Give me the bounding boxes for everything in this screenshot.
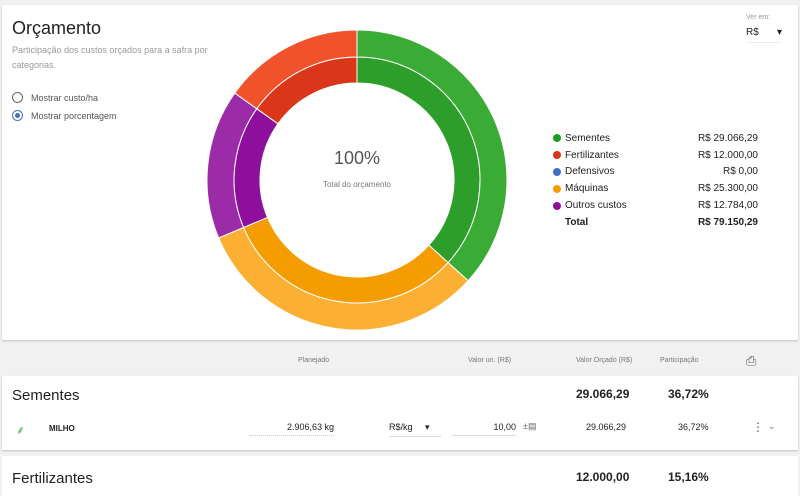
legend-value: R$ 12.784,00 bbox=[697, 200, 758, 212]
unit-value-input[interactable]: 10,00 bbox=[452, 422, 516, 436]
legend-name: Máquinas bbox=[565, 183, 609, 195]
legend-value: R$ 25.300,00 bbox=[697, 183, 758, 195]
legend-value: R$ 29.066,29 bbox=[697, 132, 758, 144]
subtitle: Participação dos custos orçados para a s… bbox=[12, 45, 208, 70]
item-share: 36,72% bbox=[678, 422, 709, 432]
header-unit-value: Valor un. (R$) bbox=[468, 357, 512, 364]
center-total-label: Total do orçamento bbox=[322, 180, 392, 189]
radio-label: Mostrar custo/ha bbox=[31, 92, 99, 103]
radio-checked-icon[interactable] bbox=[12, 110, 23, 121]
unit-value: R$/kg bbox=[389, 422, 413, 432]
currency-select[interactable]: R$ ▾ bbox=[746, 27, 782, 43]
legend-name: Outros custos bbox=[565, 200, 627, 212]
view-in-label: Ver em: bbox=[746, 14, 771, 21]
header-share: Participação bbox=[660, 357, 699, 364]
legend-name: Defensivos bbox=[565, 166, 615, 178]
legend-item: Defensivos R$ 0,00 bbox=[553, 164, 758, 181]
legend-value: R$ 12.000,00 bbox=[697, 149, 758, 161]
section-name: Fertilizantes bbox=[12, 470, 93, 487]
legend-dot bbox=[553, 167, 561, 176]
budget-donut-chart bbox=[206, 29, 508, 331]
slice-outer-fertilizantes[interactable] bbox=[234, 29, 358, 110]
caret-down-icon: ▾ bbox=[776, 27, 782, 38]
section-share: 36,72% bbox=[668, 387, 709, 401]
legend-item: Sementes R$ 29.066,29 bbox=[553, 130, 758, 147]
legend-item: Fertilizantes R$ 12.000,00 bbox=[553, 147, 758, 164]
print-icon[interactable]: ⎙ bbox=[746, 353, 757, 368]
table-header: Planejado Valor un. (R$) Valor Orçado (R… bbox=[0, 346, 800, 376]
section-budget: 29.066,29 bbox=[576, 387, 630, 401]
header-budget: Valor Orçado (R$) bbox=[576, 357, 633, 364]
section-name: Sementes bbox=[12, 387, 80, 404]
header-planned: Planejado bbox=[298, 357, 330, 364]
legend-name: Fertilizantes bbox=[565, 149, 619, 161]
section-share: 15,16% bbox=[668, 470, 709, 484]
budget-card: Orçamento Participação dos custos orçado… bbox=[2, 5, 798, 340]
legend-item: Máquinas R$ 25.300,00 bbox=[553, 180, 758, 197]
legend-total-label: Total bbox=[565, 216, 589, 228]
expand-chevron-icon[interactable]: ⌄ bbox=[768, 421, 776, 431]
legend-dot bbox=[553, 151, 561, 160]
center-total-percent: 100% bbox=[333, 148, 381, 168]
currency-value: R$ bbox=[746, 27, 759, 38]
radio-label: Mostrar porcentagem bbox=[31, 110, 117, 121]
radio-show-cost-per-ha[interactable]: Mostrar custo/ha bbox=[12, 92, 98, 103]
page-title: Orçamento bbox=[12, 18, 102, 38]
legend-dot bbox=[553, 201, 561, 210]
section-sementes: Sementes 29.066,29 36,72% ⸙ MILHO 2.906,… bbox=[2, 376, 798, 450]
planned-input[interactable]: 2.906,63 kg bbox=[250, 422, 334, 436]
legend-item: Outros custos R$ 12.784,00 bbox=[553, 197, 758, 214]
legend-value: R$ 0,00 bbox=[722, 166, 758, 178]
item-name: MILHO bbox=[49, 424, 75, 433]
legend-dot bbox=[553, 134, 561, 143]
section-fertilizantes: Fertilizantes 12.000,00 15,16% bbox=[2, 456, 798, 496]
legend-total: Total R$ 79.150,29 bbox=[553, 214, 758, 231]
legend-dot bbox=[553, 184, 561, 193]
radio-icon[interactable] bbox=[12, 92, 23, 103]
radio-show-percentage[interactable]: Mostrar porcentagem bbox=[12, 110, 117, 121]
caret-down-icon: ▾ bbox=[425, 422, 430, 432]
legend: Sementes R$ 29.066,29 Fertilizantes R$ 12.… bbox=[553, 130, 758, 231]
section-budget: 12.000,00 bbox=[576, 470, 630, 484]
legend-total-value: R$ 79.150,29 bbox=[697, 216, 758, 228]
more-vert-icon[interactable]: ⋮ bbox=[752, 420, 764, 434]
coins-icon[interactable]: ±▤ bbox=[523, 421, 537, 431]
unit-select[interactable]: R$/kg ▾ bbox=[389, 422, 441, 437]
crop-leaf-icon: ⸙ bbox=[16, 423, 26, 437]
spacer bbox=[553, 218, 561, 226]
legend-name: Sementes bbox=[565, 132, 611, 144]
item-budget: 29.066,29 bbox=[586, 422, 627, 432]
